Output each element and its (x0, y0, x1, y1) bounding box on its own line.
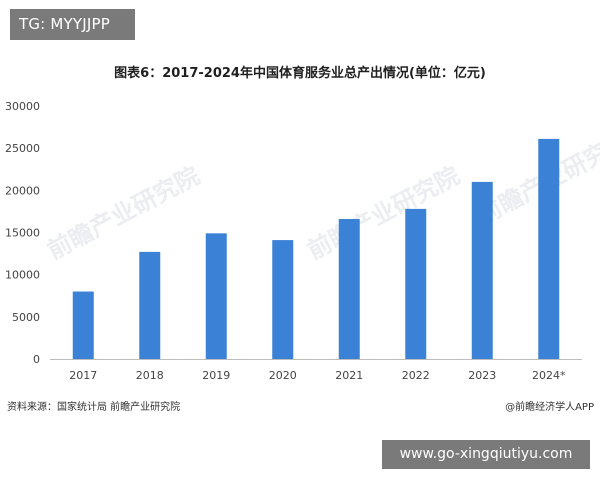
bar (538, 138, 560, 359)
x-tick-label: 2018 (136, 369, 164, 382)
y-tick-label: 10000 (5, 269, 40, 282)
bar (72, 291, 94, 359)
bar (139, 251, 161, 359)
x-tick-label: 2023 (468, 369, 496, 382)
y-tick-label: 0 (33, 353, 40, 366)
x-tick-label: 2017 (69, 369, 97, 382)
y-tick-label: 30000 (5, 100, 40, 113)
bar (471, 181, 493, 359)
x-tick-label: 2019 (202, 369, 230, 382)
y-tick-label: 5000 (12, 311, 40, 324)
x-tick-label: 2024* (532, 369, 566, 382)
tag-badge: TG: MYYJJPP (10, 9, 135, 40)
bar-chart: 0 5000 10000 15000 20000 25000 30000 2017 2018 20… (5, 100, 582, 382)
y-tick-label: 20000 (5, 184, 40, 197)
bar (205, 233, 227, 359)
credit-note: @前瞻经济学人APP (505, 402, 594, 413)
source-note: 资料来源：国家统计局 前瞻产业研究院 (7, 402, 181, 413)
chart-title: 图表6：2017-2024年中国体育服务业总产出情况(单位：亿元) (114, 66, 486, 81)
x-tick-label: 2021 (335, 369, 363, 382)
y-tick-label: 25000 (5, 142, 40, 155)
bar (272, 240, 294, 359)
x-tick-label: 2020 (269, 369, 297, 382)
url-badge: www.go-xingqiutiyu.com (382, 440, 590, 469)
y-tick-label: 15000 (5, 227, 40, 240)
x-tick-label: 2022 (402, 369, 430, 382)
bar (405, 208, 427, 359)
bar (338, 219, 360, 359)
